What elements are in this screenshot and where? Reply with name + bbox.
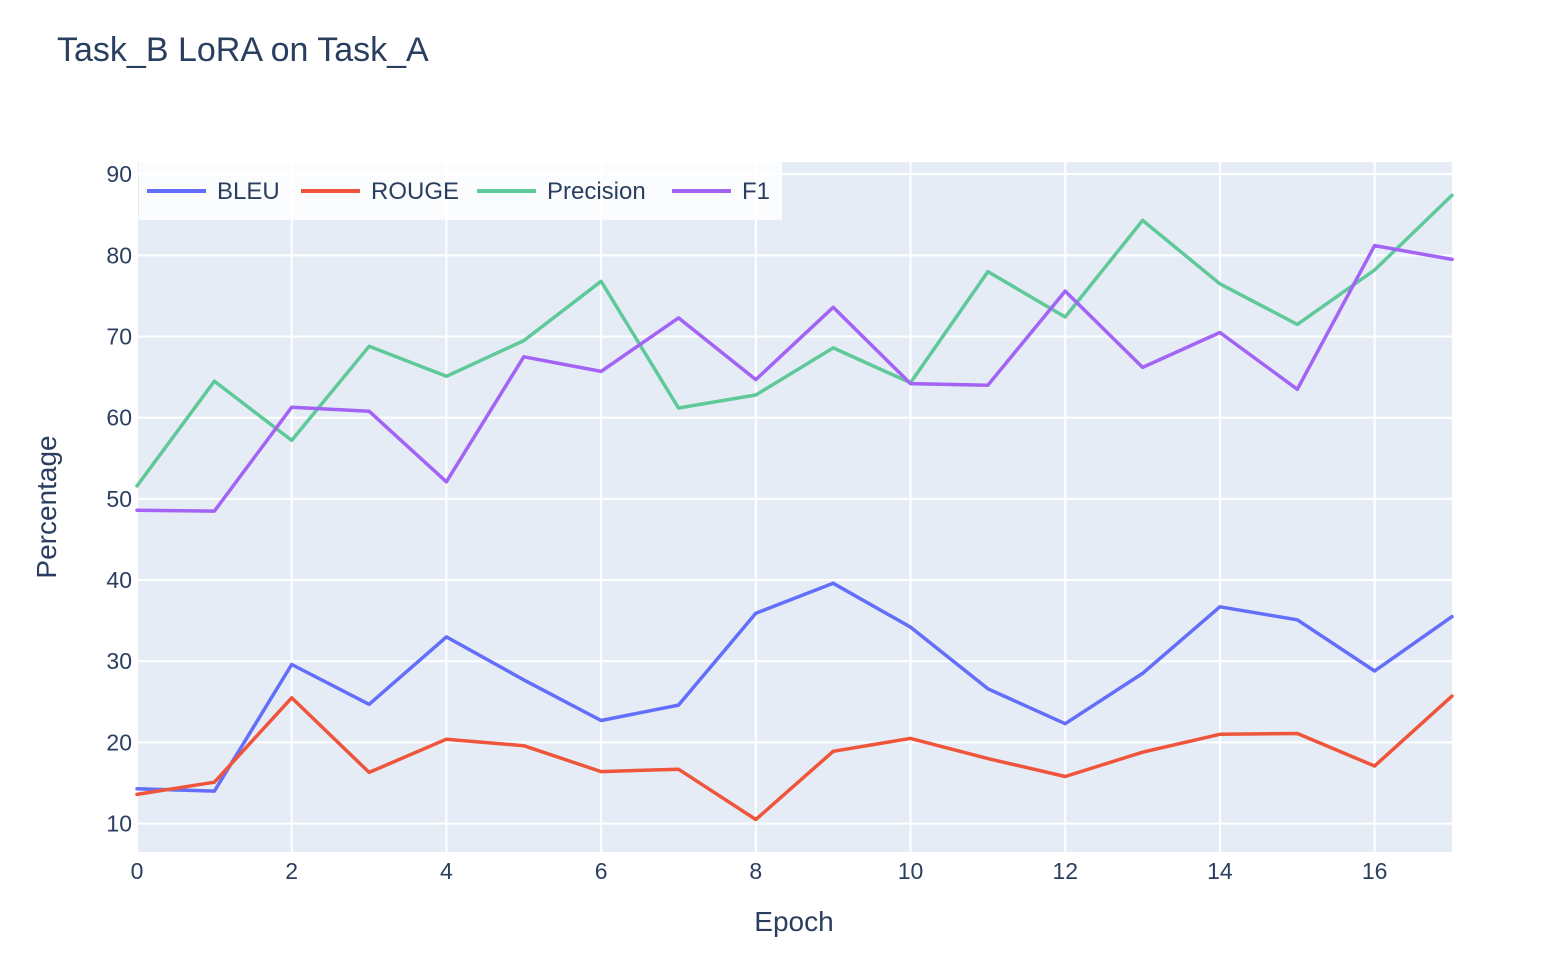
x-tick-label: 16 [1362, 858, 1388, 884]
x-tick-label: 10 [898, 858, 924, 884]
x-tick-label: 8 [749, 858, 762, 884]
y-tick-label: 60 [106, 405, 132, 431]
legend-item-f1[interactable]: F1 [672, 178, 770, 205]
x-axis-ticks: 0 2 4 6 8 10 12 14 16 [131, 858, 1388, 884]
legend-label: Precision [547, 178, 646, 205]
legend: BLEU ROUGE Precision F1 [139, 162, 782, 220]
x-tick-label: 0 [131, 858, 144, 884]
y-tick-label: 10 [106, 811, 132, 837]
series-line-f1 [135, 243, 1454, 513]
legend-item-rouge[interactable]: ROUGE [301, 178, 459, 205]
y-tick-label: 40 [106, 567, 132, 593]
y-tick-label: 90 [106, 161, 132, 187]
legend-item-precision[interactable]: Precision [477, 178, 646, 205]
y-tick-label: 80 [106, 242, 132, 268]
x-tick-label: 14 [1207, 858, 1233, 884]
x-tick-label: 12 [1052, 858, 1078, 884]
series-layer [135, 193, 1454, 822]
legend-label: F1 [742, 178, 770, 205]
grid-lines [136, 162, 1452, 852]
legend-label: BLEU [217, 178, 280, 205]
x-tick-label: 6 [595, 858, 608, 884]
x-tick-label: 2 [285, 858, 298, 884]
x-tick-label: 4 [440, 858, 453, 884]
y-tick-label: 70 [106, 324, 132, 350]
y-axis-ticks: 10 20 30 40 50 60 70 80 90 [106, 161, 132, 836]
y-tick-label: 50 [106, 486, 132, 512]
plot-area [137, 162, 1452, 852]
y-axis-title: Percentage [31, 435, 62, 578]
series-line-rouge [135, 694, 1454, 822]
legend-label: ROUGE [371, 178, 459, 205]
series-line-bleu [135, 581, 1454, 793]
y-tick-label: 30 [106, 648, 132, 674]
series-line-precision [135, 193, 1454, 488]
y-tick-label: 20 [106, 729, 132, 755]
legend-item-bleu[interactable]: BLEU [147, 178, 280, 205]
x-axis-title: Epoch [754, 906, 833, 937]
chart-title: Task_B LoRA on Task_A [57, 31, 429, 69]
